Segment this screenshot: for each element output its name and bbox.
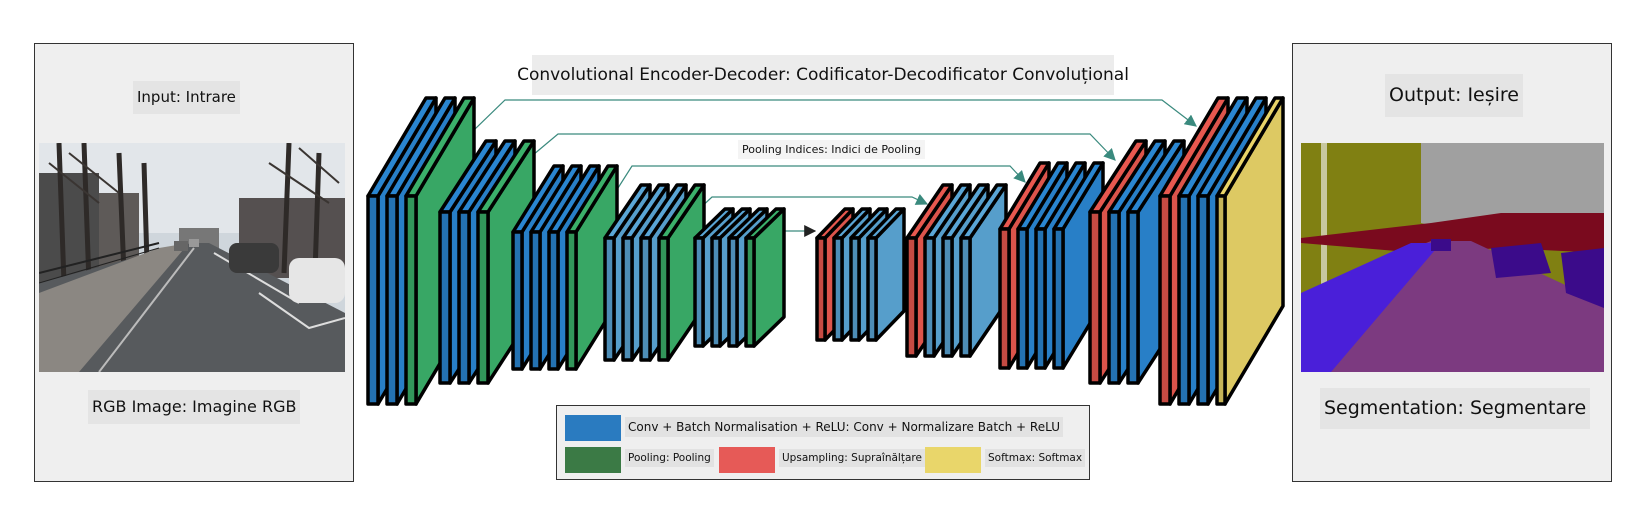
output-label: Output: Ieșire [1385,74,1523,117]
legend-conv-label: Conv + Batch Normalisation + ReLU: Conv … [625,417,1063,437]
legend-pooling-label: Pooling: Pooling [625,449,714,467]
skip-arrow-3 [617,165,1026,189]
legend-softmax-label: Softmax: Softmax [985,449,1086,467]
skip-arrow-2 [526,133,1116,161]
skip-arrow-1 [473,99,1197,131]
conv-block [866,207,906,342]
output-panel: Output: Ieșire Segmentation: Segmentare [1292,43,1612,482]
legend-upsampling-swatch [719,447,775,473]
output-segmentation-image [1301,143,1604,372]
rgb-image-label: RGB Image: Imagine RGB [88,390,301,424]
input-label: Input: Intrare [133,81,240,114]
input-rgb-image [39,143,345,372]
segmentation-label: Segmentation: Segmentare [1320,388,1591,429]
diagram-title: Convolutional Encoder-Decoder: Codificat… [517,55,1129,95]
legend-conv-swatch [565,415,621,441]
conv-block [959,183,1008,358]
softmax-block [1215,96,1285,406]
legend: Conv + Batch Normalisation + ReLU: Conv … [556,405,1090,480]
legend-pooling-swatch [565,447,621,473]
pooling-block [744,207,786,348]
legend-softmax-swatch [925,447,981,473]
pooling-indices-label: Pooling Indices: Indici de Pooling [738,140,926,159]
legend-upsampling-label: Upsampling: Supraînălțare [779,449,925,467]
input-panel: Input: Intrare [34,43,354,482]
